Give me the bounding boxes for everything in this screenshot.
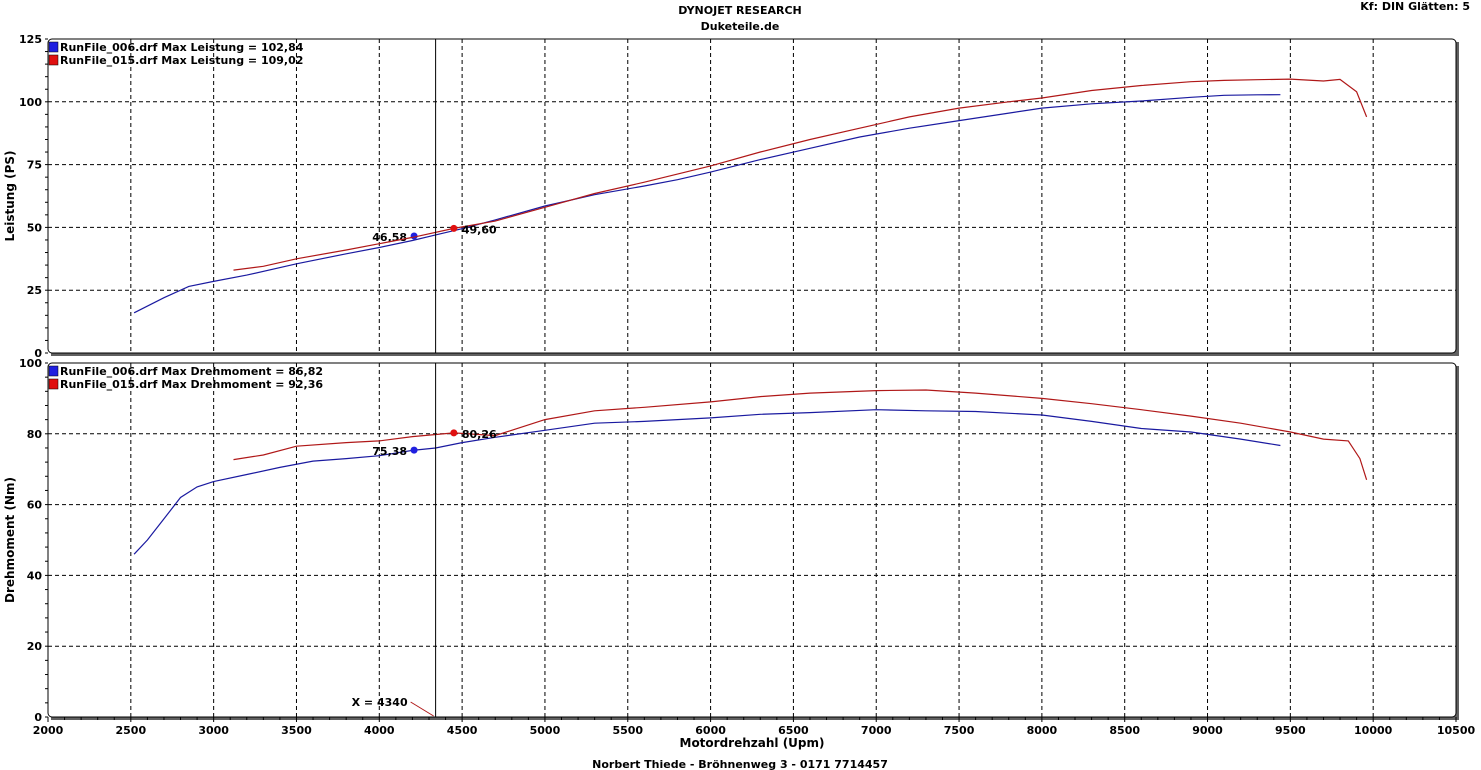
- power-y-tick-label: 125: [19, 33, 42, 46]
- x-tick-label: 2500: [116, 724, 147, 737]
- cursor-label-leader: [410, 701, 434, 717]
- cursor-label: X = 4340: [352, 696, 408, 709]
- power-y-tick-label: 0: [34, 347, 42, 360]
- power-series-2-marker[interactable]: [450, 224, 458, 232]
- power-legend-entry-1: RunFile_006.drf Max Leistung = 102,84: [60, 41, 304, 54]
- power-y-tick-label: 100: [19, 96, 42, 109]
- torque-legend-swatch-2[interactable]: [48, 378, 59, 390]
- torque-legend-swatch-1[interactable]: [48, 365, 59, 377]
- torque-panel: 0 20 40 60 80 100 Drehmoment (Nm) 75,38 RunFile_…: [3, 357, 1459, 724]
- power-legend-swatch-2[interactable]: [48, 54, 59, 66]
- x-axis: 2000 2500 3000 3500 4000 4500 5000 5500 6000 6500…: [33, 717, 1476, 737]
- x-tick-label: 7500: [944, 724, 975, 737]
- power-series-1-line: [133, 94, 1281, 314]
- x-tick-label: 2000: [33, 724, 64, 737]
- torque-y-tick-label: 20: [27, 640, 43, 653]
- power-legend-entry-2: RunFile_015.drf Max Leistung = 109,02: [60, 54, 303, 67]
- torque-series-2-marker[interactable]: [450, 429, 458, 437]
- chart-title: DYNOJET RESEARCH: [678, 4, 801, 17]
- x-tick-label: 8500: [1109, 724, 1140, 737]
- power-series-2-line: [233, 78, 1368, 271]
- torque-y-tick-label: 60: [27, 499, 43, 512]
- torque-y-tick-label: 40: [27, 569, 43, 582]
- power-y-tick-label: 50: [27, 221, 43, 234]
- x-tick-label: 4000: [364, 724, 395, 737]
- x-tick-label: 10000: [1354, 724, 1393, 737]
- x-tick-label: 5500: [612, 724, 643, 737]
- torque-y-tick-label: 80: [27, 428, 43, 441]
- x-tick-label: 3000: [198, 724, 229, 737]
- chart-subtitle: Duketeile.de: [701, 20, 780, 33]
- torque-series-1-marker-label: 75,38: [372, 445, 407, 458]
- x-tick-label: 9500: [1275, 724, 1306, 737]
- torque-series-1-line: [133, 409, 1281, 555]
- power-y-tick-label: 25: [27, 284, 42, 297]
- footer-text: Norbert Thiede - Bröhnenweg 3 - 0171 771…: [592, 758, 888, 770]
- power-series-1-marker-label: 46,58: [372, 231, 407, 244]
- x-tick-label: 10500: [1437, 724, 1476, 737]
- x-tick-label: 7000: [861, 724, 892, 737]
- x-tick-label: 9000: [1192, 724, 1223, 737]
- x-tick-label: 8000: [1027, 724, 1058, 737]
- settings-label: Kf: DIN Glätten: 5: [1360, 0, 1470, 13]
- torque-y-axis-title: Drehmoment (Nm): [3, 477, 17, 603]
- torque-y-tick-label: 100: [19, 357, 42, 370]
- x-tick-label: 4500: [447, 724, 478, 737]
- torque-panel-frame: [47, 362, 1457, 718]
- x-tick-label: 6000: [695, 724, 726, 737]
- x-tick-label: 5000: [530, 724, 561, 737]
- x-axis-title: Motordrehzahl (Upm): [680, 736, 825, 750]
- power-legend-swatch-1[interactable]: [48, 41, 59, 53]
- x-tick-label: 6500: [778, 724, 809, 737]
- torque-y-tick-label: 0: [34, 711, 42, 724]
- torque-legend-entry-2: RunFile_015.drf Max Drehmoment = 92,36: [60, 378, 323, 391]
- rpm-cursor[interactable]: X = 4340: [352, 39, 437, 717]
- power-panel-frame: [47, 38, 1457, 354]
- torque-series-2-marker-label: 80,26: [462, 428, 497, 441]
- torque-legend-entry-1: RunFile_006.drf Max Drehmoment = 86,82: [60, 365, 323, 378]
- power-y-tick-label: 75: [27, 159, 42, 172]
- x-tick-label: 3500: [281, 724, 312, 737]
- power-series-2-marker-label: 49,60: [462, 223, 497, 236]
- power-y-axis-title: Leistung (PS): [3, 150, 17, 241]
- torque-series-1-marker[interactable]: [410, 446, 418, 454]
- power-panel: 0 25 50 75 100 125 Leistung (PS) 46,58 RunFile_0…: [3, 33, 1459, 360]
- torque-series-2-line: [233, 389, 1368, 480]
